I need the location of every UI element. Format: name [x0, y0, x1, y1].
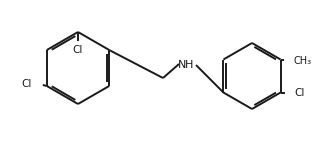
Text: CH₃: CH₃ [294, 55, 312, 66]
Text: N: N [178, 60, 186, 70]
Text: Cl: Cl [22, 79, 32, 89]
Text: H: H [185, 60, 194, 70]
Text: Cl: Cl [73, 45, 83, 55]
Text: Cl: Cl [295, 88, 305, 97]
